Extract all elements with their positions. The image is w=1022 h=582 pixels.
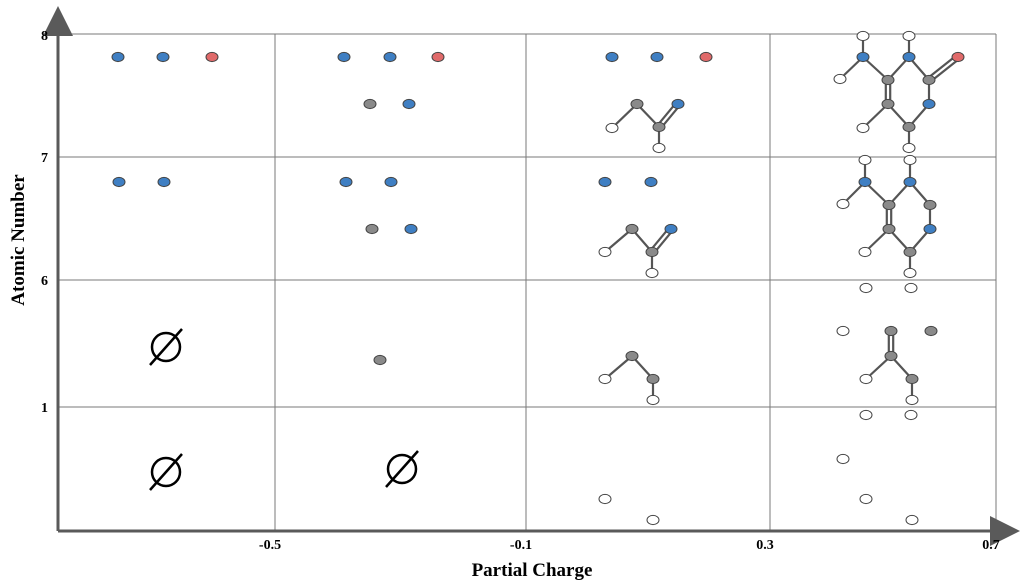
carbon-atom xyxy=(646,373,660,385)
hydrogen-atom xyxy=(903,267,917,279)
carbon-atom xyxy=(652,121,666,133)
bond xyxy=(604,355,633,380)
hydrogen-atom xyxy=(836,453,850,465)
bonds-layer xyxy=(604,36,961,400)
bond xyxy=(604,228,633,253)
carbon-atom xyxy=(363,98,377,110)
carbon-atom xyxy=(365,223,379,235)
nitrogen-atom xyxy=(383,51,397,63)
nitrogen-atom xyxy=(384,176,398,188)
empty-set-icon xyxy=(385,450,419,488)
nitrogen-atom xyxy=(605,51,619,63)
nitrogen-atom xyxy=(903,176,917,188)
carbon-atom xyxy=(924,325,938,337)
hydrogen-atom xyxy=(905,514,919,526)
carbon-atom xyxy=(625,350,639,362)
nitrogen-atom xyxy=(856,51,870,63)
hydrogen-atom xyxy=(904,409,918,421)
hydrogen-atom xyxy=(856,30,870,42)
nitrogen-atom xyxy=(644,176,658,188)
hydrogen-atom xyxy=(859,409,873,421)
hydrogen-atom xyxy=(836,198,850,210)
nitrogen-atom xyxy=(112,176,126,188)
hydrogen-atom xyxy=(646,394,660,406)
y-tick-label: 1 xyxy=(41,401,48,416)
carbon-atom xyxy=(923,199,937,211)
bond xyxy=(611,103,638,129)
empty-set-icon xyxy=(149,453,183,491)
double-bond xyxy=(929,57,961,83)
hydrogen-atom xyxy=(598,493,612,505)
carbon-atom xyxy=(882,199,896,211)
x-tick-label: -0.5 xyxy=(259,538,281,553)
nitrogen-atom xyxy=(664,223,678,235)
hydrogen-atom xyxy=(859,282,873,294)
nitrogen-atom xyxy=(111,51,125,63)
carbon-atom xyxy=(373,354,387,366)
oxygen-atom xyxy=(431,51,445,63)
carbon-atom xyxy=(630,98,644,110)
hydrogen-atom xyxy=(645,267,659,279)
double-bond xyxy=(926,54,958,80)
y-axis-title: Atomic Number xyxy=(8,174,29,306)
hydrogen-atom xyxy=(836,325,850,337)
carbon-atom xyxy=(625,223,639,235)
x-tick-label: 0.3 xyxy=(756,538,774,553)
carbon-atom xyxy=(881,98,895,110)
carbon-atom xyxy=(882,223,896,235)
nitrogen-atom xyxy=(337,51,351,63)
y-tick-label: 6 xyxy=(41,274,48,289)
hydrogen-atom xyxy=(904,282,918,294)
nitrogen-atom xyxy=(923,223,937,235)
axes xyxy=(43,6,1020,546)
x-axis-title: Partial Charge xyxy=(472,560,593,581)
hydrogen-atom xyxy=(903,154,917,166)
oxygen-atom xyxy=(205,51,219,63)
grid xyxy=(58,33,997,531)
hydrogen-atom xyxy=(833,73,847,85)
nitrogen-atom xyxy=(671,98,685,110)
hydrogen-atom xyxy=(902,30,916,42)
x-tick-label: 0.7 xyxy=(982,538,1000,553)
carbon-atom xyxy=(884,350,898,362)
bond xyxy=(862,103,889,129)
nitrogen-atom xyxy=(922,98,936,110)
x-tick-label: -0.1 xyxy=(510,538,532,553)
nitrogen-atom xyxy=(858,176,872,188)
y-tick-label: 8 xyxy=(41,29,48,44)
carbon-atom xyxy=(645,246,659,258)
hydrogen-atom xyxy=(858,154,872,166)
nitrogen-atom xyxy=(404,223,418,235)
y-tick-label: 7 xyxy=(41,151,48,166)
carbon-atom xyxy=(881,74,895,86)
hydrogen-atom xyxy=(859,493,873,505)
oxygen-atom xyxy=(951,51,965,63)
oxygen-atom xyxy=(699,51,713,63)
nitrogen-atom xyxy=(339,176,353,188)
hydrogen-atom xyxy=(598,373,612,385)
atoms-layer xyxy=(111,30,965,526)
hydrogen-atom xyxy=(902,142,916,154)
hydrogen-atom xyxy=(652,142,666,154)
hydrogen-atom xyxy=(646,514,660,526)
nitrogen-atom xyxy=(156,51,170,63)
hydrogen-atom xyxy=(856,122,870,134)
hydrogen-atom xyxy=(605,122,619,134)
nitrogen-atom xyxy=(650,51,664,63)
hydrogen-atom xyxy=(859,373,873,385)
nitrogen-atom xyxy=(157,176,171,188)
carbon-atom xyxy=(903,246,917,258)
carbon-atom xyxy=(902,121,916,133)
hydrogen-atom xyxy=(905,394,919,406)
nitrogen-atom xyxy=(598,176,612,188)
hydrogen-atom xyxy=(598,246,612,258)
nitrogen-atom xyxy=(902,51,916,63)
hydrogen-atom xyxy=(858,246,872,258)
nitrogen-atom xyxy=(402,98,416,110)
carbon-atom xyxy=(905,373,919,385)
empty-set-icon xyxy=(149,328,183,366)
carbon-atom xyxy=(884,325,898,337)
carbon-atom xyxy=(922,74,936,86)
